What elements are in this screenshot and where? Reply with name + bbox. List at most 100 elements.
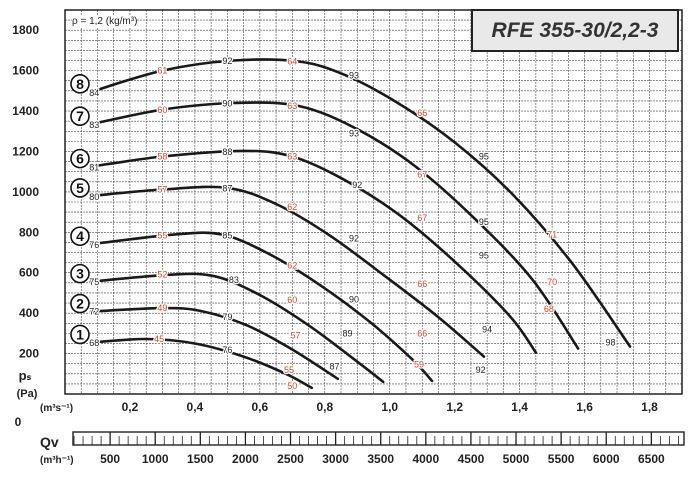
efficiency-label: 71 bbox=[547, 229, 557, 239]
efficiency-label: 63 bbox=[287, 101, 297, 111]
efficiency-label: 90 bbox=[349, 294, 359, 304]
efficiency-label: 58 bbox=[157, 152, 167, 162]
efficiency-label: 68 bbox=[544, 304, 554, 314]
fan-curve-3 bbox=[89, 272, 385, 384]
efficiency-label: 87 bbox=[222, 183, 232, 193]
efficiency-label: 64 bbox=[287, 57, 297, 67]
fan-curve-4 bbox=[89, 231, 434, 383]
efficiency-label: 61 bbox=[157, 66, 167, 76]
efficiency-label: 88 bbox=[222, 147, 232, 157]
efficiency-label: 66 bbox=[417, 279, 427, 289]
x-tick-label: 1,2 bbox=[446, 400, 463, 414]
curve-number: 6 bbox=[76, 151, 84, 167]
efficiency-label: 59 bbox=[414, 360, 424, 370]
qv-tick-label: 3000 bbox=[322, 452, 349, 466]
curve-number: 3 bbox=[76, 266, 84, 282]
model-title: RFE 355-30/2,2-3 bbox=[491, 18, 659, 42]
x-tick-label: 0,6 bbox=[251, 400, 268, 414]
efficiency-label: 70 bbox=[547, 277, 557, 287]
x-tick-label: 1,0 bbox=[381, 400, 398, 414]
y-tick-label: 1600 bbox=[12, 64, 39, 78]
efficiency-label: 55 bbox=[284, 365, 294, 375]
efficiency-label: 95 bbox=[479, 251, 489, 261]
x-axis-unit: (m³s⁻¹) bbox=[40, 403, 73, 414]
efficiency-label: 63 bbox=[287, 152, 297, 162]
efficiency-label: 67 bbox=[417, 213, 427, 223]
efficiency-label: 92 bbox=[352, 180, 362, 190]
efficiency-label: 80 bbox=[89, 192, 99, 202]
y-axis-symbol: pₛ bbox=[19, 368, 32, 383]
efficiency-label: 52 bbox=[157, 269, 167, 279]
curve-number: 4 bbox=[76, 228, 84, 244]
curve-number-badge bbox=[70, 106, 90, 126]
y-tick-label: 1200 bbox=[12, 144, 39, 158]
qv-unit: (m³h⁻¹) bbox=[40, 455, 74, 466]
qv-tick-label: 3500 bbox=[367, 452, 394, 466]
y-tick-label: 1400 bbox=[12, 104, 39, 118]
qv-tick-label: 6000 bbox=[593, 452, 620, 466]
efficiency-label: 87 bbox=[330, 362, 340, 372]
efficiency-label: 45 bbox=[154, 334, 164, 344]
qv-scale-bar bbox=[72, 431, 685, 446]
x-tick-label: 1,4 bbox=[511, 400, 528, 414]
efficiency-label: 84 bbox=[89, 88, 99, 98]
fan-curve-8 bbox=[89, 58, 632, 348]
efficiency-label: 49 bbox=[157, 303, 167, 313]
fan-curve-7 bbox=[89, 101, 580, 350]
fan-curve-6 bbox=[89, 149, 538, 354]
origin-label: 0 bbox=[15, 415, 22, 429]
curve-marker-layer: 1 2 3 4 5 6 7 8 bbox=[70, 74, 90, 345]
curve-number-badge bbox=[70, 226, 90, 247]
efficiency-label: 66 bbox=[417, 328, 427, 338]
efficiency-label: 50 bbox=[287, 381, 297, 391]
curve-number-badge bbox=[70, 178, 90, 198]
qv-symbol: Qv bbox=[40, 434, 59, 450]
efficiency-label: 62 bbox=[287, 261, 297, 271]
qv-tick-label: 500 bbox=[100, 452, 120, 466]
qv-tick-label: 5500 bbox=[548, 452, 575, 466]
y-axis-unit: (Pa) bbox=[17, 388, 38, 400]
efficiency-label: 76 bbox=[222, 345, 232, 355]
plot-frame bbox=[64, 9, 683, 395]
efficiency-label: 83 bbox=[229, 275, 239, 285]
qv-tick-label: 4500 bbox=[458, 452, 485, 466]
efficiency-label: 66 bbox=[417, 108, 427, 118]
fan-curve-1 bbox=[89, 337, 314, 390]
efficiency-label: 60 bbox=[287, 295, 297, 305]
qv-tick-label: 6500 bbox=[638, 452, 665, 466]
model-title-box: RFE 355-30/2,2-3 bbox=[471, 9, 679, 52]
air-density-note: ρ = 1,2 (kg/m³) bbox=[72, 16, 138, 27]
curve-number-badge bbox=[70, 324, 90, 345]
efficiency-label: 90 bbox=[222, 98, 232, 108]
efficiency-label-layer: 68 45 76 55 50 72 49 79 57 87 75 52 83 60 89 59 76 55 85 62… bbox=[88, 55, 617, 392]
efficiency-label: 60 bbox=[157, 105, 167, 115]
efficiency-label: 67 bbox=[417, 170, 427, 180]
curve-number-badge bbox=[70, 263, 90, 284]
x-tick-label: 0,2 bbox=[122, 400, 139, 414]
curve-number: 5 bbox=[76, 180, 84, 196]
curve-layer bbox=[89, 58, 632, 390]
efficiency-label: 92 bbox=[476, 365, 486, 375]
efficiency-label: 94 bbox=[482, 324, 492, 334]
curve-number: 8 bbox=[76, 76, 84, 92]
curve-number: 2 bbox=[76, 296, 84, 312]
volume-flow-scale: 500 1000 1500 2000 2500 3000 3500 4000 4500 5000 5… bbox=[40, 431, 685, 466]
efficiency-label: 83 bbox=[89, 120, 99, 130]
curve-number-badge bbox=[70, 148, 90, 169]
y-tick-label: 400 bbox=[19, 306, 39, 320]
qv-tick-label: 5000 bbox=[503, 452, 530, 466]
efficiency-label: 62 bbox=[287, 202, 297, 212]
y-tick-label: 800 bbox=[19, 225, 39, 239]
x-tick-label: 1,8 bbox=[641, 400, 658, 414]
efficiency-label: 79 bbox=[222, 312, 232, 322]
qv-tick-label: 1000 bbox=[142, 452, 169, 466]
y-tick-label: 200 bbox=[19, 347, 39, 361]
efficiency-label: 98 bbox=[606, 337, 616, 347]
efficiency-label: 93 bbox=[349, 71, 359, 81]
efficiency-label: 72 bbox=[89, 307, 99, 317]
efficiency-label: 95 bbox=[479, 217, 489, 227]
x-tick-label: 0,8 bbox=[316, 400, 333, 414]
qv-tick-label: 2500 bbox=[277, 452, 304, 466]
qv-tick-label: 4000 bbox=[412, 452, 439, 466]
